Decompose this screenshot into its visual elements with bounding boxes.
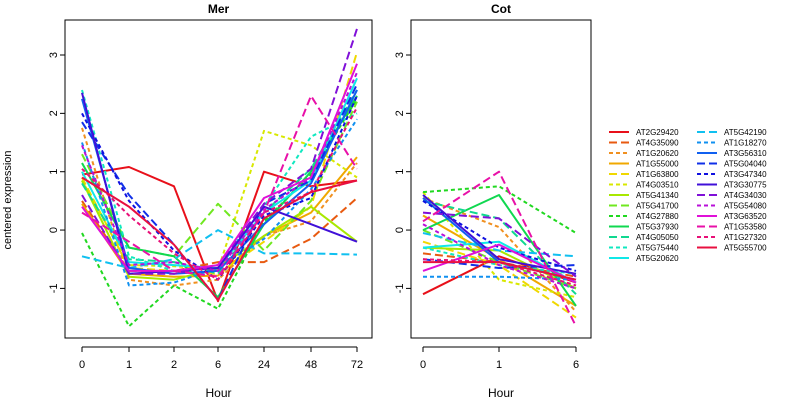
legend-label: AT4G03510 bbox=[636, 181, 679, 190]
series-line-at5g37930 bbox=[81, 95, 358, 299]
legend-label: AT5G41700 bbox=[636, 202, 679, 211]
series-line-at4g27880 bbox=[422, 185, 577, 234]
y-tick-label: 1 bbox=[394, 169, 406, 175]
y-tick-label: 1 bbox=[48, 169, 60, 175]
y-tick-label: 0 bbox=[48, 227, 60, 233]
panel-cot: Cot -1 0 1 2 3 0 1 6 Hour bbox=[394, 2, 592, 400]
series-line-at4g27880 bbox=[81, 98, 358, 328]
plot-frame bbox=[64, 19, 373, 339]
panel-title: Mer bbox=[208, 2, 230, 16]
x-tick-label: 6 bbox=[573, 359, 579, 371]
legend-label: AT5G42190 bbox=[724, 128, 767, 137]
legend: AT2G29420AT4G35090AT1G20620AT1G55000AT1G… bbox=[609, 128, 767, 263]
legend-label: AT2G29420 bbox=[636, 128, 679, 137]
series-line-at1g20620 bbox=[422, 197, 577, 313]
y-tick-label: 0 bbox=[394, 227, 406, 233]
x-tick-label: 0 bbox=[79, 359, 85, 371]
legend-label: AT5G55700 bbox=[724, 244, 767, 253]
legend-label: AT3G56310 bbox=[724, 149, 767, 158]
y-tick-label: -1 bbox=[48, 284, 60, 294]
x-tick-label: 1 bbox=[496, 359, 502, 371]
legend-label: AT3G47340 bbox=[724, 170, 767, 179]
panel-title: Cot bbox=[491, 2, 511, 16]
legend-label: AT5G20620 bbox=[636, 254, 679, 263]
x-tick-label: 48 bbox=[305, 359, 317, 371]
y-tick-label: 3 bbox=[48, 52, 60, 58]
legend-label: AT1G63800 bbox=[636, 170, 679, 179]
series-line-at1g27320 bbox=[422, 258, 577, 287]
legend-label: AT4G27880 bbox=[636, 212, 679, 221]
legend-label: AT4G35090 bbox=[636, 139, 679, 148]
y-tick-label: 2 bbox=[394, 110, 406, 116]
series-line-at4g05050 bbox=[81, 89, 358, 275]
x-axis-label: Hour bbox=[205, 386, 231, 400]
x-tick-label: 0 bbox=[420, 359, 426, 371]
series-line-at1g53580 bbox=[81, 94, 358, 278]
plot-frame bbox=[410, 19, 592, 339]
legend-label: AT1G20620 bbox=[636, 149, 679, 158]
legend-label: AT4G05050 bbox=[636, 233, 679, 242]
legend-label: AT5G37930 bbox=[636, 223, 679, 232]
series-line-at5g54080 bbox=[422, 223, 577, 290]
x-tick-label: 72 bbox=[351, 359, 363, 371]
x-axis-label: Hour bbox=[488, 386, 514, 400]
y-axis-label: centered expression bbox=[2, 150, 14, 249]
x-tick-label: 1 bbox=[126, 359, 132, 371]
y-tick-label: 2 bbox=[48, 110, 60, 116]
legend-label: AT3G63520 bbox=[724, 212, 767, 221]
series-line-at5g41700 bbox=[81, 101, 358, 258]
x-tick-label: 2 bbox=[171, 359, 177, 371]
series-line-at5g55700 bbox=[81, 176, 358, 302]
legend-label: AT5G75440 bbox=[636, 244, 679, 253]
legend-label: AT1G55000 bbox=[636, 160, 679, 169]
x-tick-label: 24 bbox=[258, 359, 270, 371]
legend-label: AT1G27320 bbox=[724, 233, 767, 242]
series-line-at4g34030 bbox=[422, 211, 577, 278]
series-line-at4g03510 bbox=[422, 191, 577, 299]
legend-label: AT1G53580 bbox=[724, 223, 767, 232]
series-line-at5g04040 bbox=[81, 83, 358, 302]
series-line-at5g55700 bbox=[423, 261, 577, 281]
panel-mer: Mer -1 0 1 2 3 0 1 2 6 24 48 72 Hour bbox=[48, 2, 373, 400]
y-tick-label: -1 bbox=[394, 284, 406, 294]
legend-label: AT3G30775 bbox=[724, 181, 767, 190]
series-line-at3g63520 bbox=[81, 63, 358, 272]
legend-label: AT5G54080 bbox=[724, 202, 767, 211]
x-tick-label: 6 bbox=[215, 359, 221, 371]
legend-label: AT1G18270 bbox=[724, 139, 767, 148]
y-tick-label: 3 bbox=[394, 52, 406, 58]
series-line-at2g29420 bbox=[81, 166, 358, 303]
legend-label: AT5G41340 bbox=[636, 191, 679, 200]
legend-label: AT4G34030 bbox=[724, 191, 767, 200]
legend-label: AT5G04040 bbox=[724, 160, 767, 169]
